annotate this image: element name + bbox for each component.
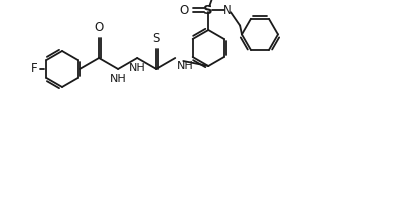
Text: NH: NH — [110, 74, 126, 84]
Text: S: S — [152, 32, 160, 45]
Text: NH: NH — [129, 63, 146, 73]
Text: F: F — [31, 62, 38, 76]
Text: O: O — [94, 21, 104, 34]
Text: N: N — [222, 4, 231, 17]
Text: S: S — [204, 4, 213, 17]
Text: NH: NH — [177, 61, 194, 71]
Text: O: O — [180, 4, 189, 17]
